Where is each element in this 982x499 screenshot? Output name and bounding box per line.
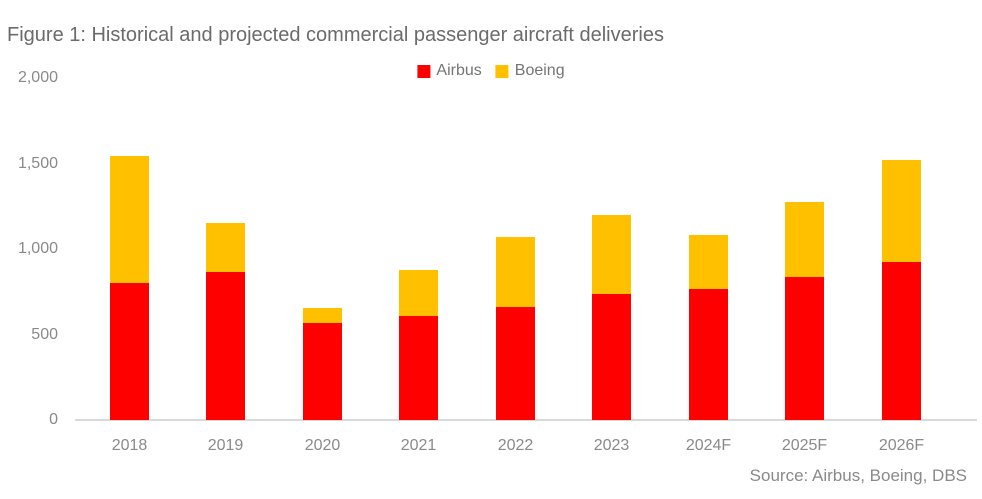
y-axis-tick-1500: 1,500	[17, 154, 58, 172]
legend-swatch-airbus-icon	[417, 64, 431, 78]
y-axis-tick-500: 500	[31, 325, 58, 343]
legend-item-boeing: Boeing	[495, 62, 565, 80]
x-axis-label-2021: 2021	[400, 437, 437, 454]
bar-2022-boeing-segment	[496, 237, 535, 307]
bar-2021-boeing-segment	[399, 270, 438, 316]
source-note: Source: Airbus, Boeing, DBS	[749, 466, 967, 485]
legend-label-boeing: Boeing	[514, 62, 565, 79]
bar-2019-boeing-segment	[206, 223, 245, 272]
chart-legend: Airbus Boeing	[417, 62, 565, 80]
bar-2024F-boeing-segment	[689, 235, 728, 289]
x-axis-label-2022: 2022	[497, 437, 534, 454]
bar-2026F-boeing-segment	[882, 160, 921, 262]
figure-title: Figure 1: Historical and projected comme…	[7, 24, 664, 46]
bar-2026F-airbus-segment	[882, 262, 921, 420]
x-axis-label-2018: 2018	[111, 437, 148, 454]
bar-2023-airbus-segment	[592, 294, 631, 420]
bar-2018-airbus-segment	[110, 283, 149, 420]
bar-2020-boeing-segment	[303, 308, 342, 323]
bar-2020-airbus-segment	[303, 323, 342, 420]
x-axis-label-2024F: 2024F	[685, 437, 732, 454]
legend-item-airbus: Airbus	[417, 62, 482, 80]
x-axis-line	[75, 419, 977, 421]
x-axis-label-2020: 2020	[304, 437, 341, 454]
bar-2018-boeing-segment	[110, 156, 149, 283]
y-axis-tick-2000: 2,000	[17, 69, 58, 86]
legend-label-airbus: Airbus	[436, 62, 482, 79]
bar-2023-boeing-segment	[592, 215, 631, 294]
bar-2024F-airbus-segment	[689, 289, 728, 420]
x-axis-label-2026F: 2026F	[878, 437, 925, 454]
y-axis-tick-1000: 1,000	[17, 240, 58, 257]
x-axis-label-2023: 2023	[593, 437, 630, 454]
x-axis-label-2025F: 2025F	[781, 437, 828, 454]
bar-2022-airbus-segment	[496, 307, 535, 420]
bar-2025F-airbus-segment	[785, 277, 824, 420]
y-axis-tick-0: 0	[49, 411, 58, 428]
bar-2021-airbus-segment	[399, 316, 438, 420]
x-axis-label-2019: 2019	[207, 437, 244, 454]
bar-2025F-boeing-segment	[785, 202, 824, 277]
legend-swatch-boeing-icon	[495, 64, 509, 78]
bar-2019-airbus-segment	[206, 272, 245, 420]
